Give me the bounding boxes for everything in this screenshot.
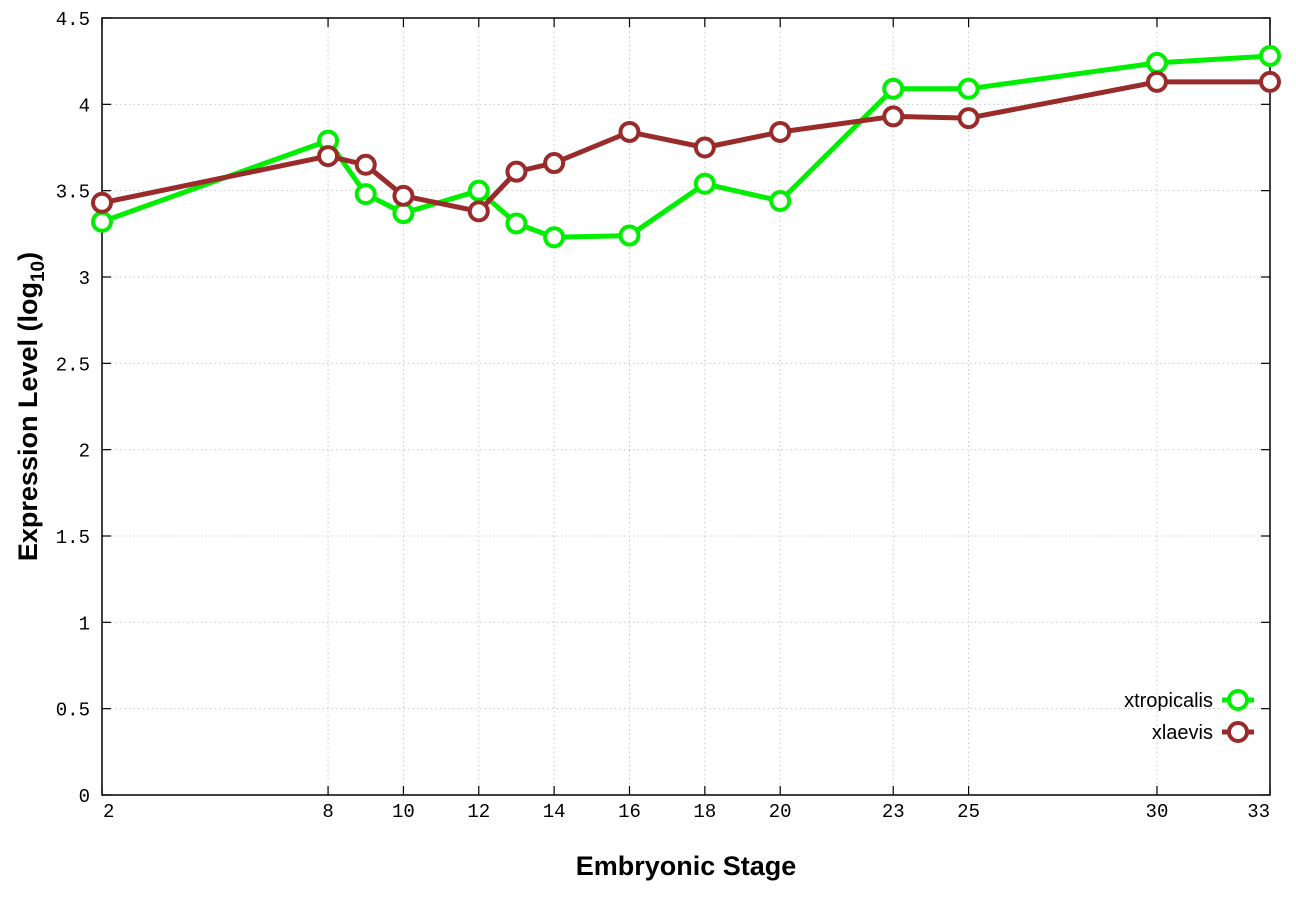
legend-label: xtropicalis	[1124, 690, 1213, 712]
plot-frame	[101, 17, 1271, 796]
x-tick-label: 25	[957, 801, 980, 823]
data-point	[1259, 44, 1281, 67]
axis-ticks: 0 0.5 1 1.5 2 2.5 3 3.5 4 4.5 2 8 10 12 14 16 18 20 23 25 30…	[56, 9, 1271, 823]
y-tick-label: 2.5	[56, 354, 90, 376]
y-axis-title-close: )	[13, 252, 43, 261]
data-point	[882, 105, 905, 128]
legend-entry-xlaevis: xlaevis	[1152, 721, 1254, 744]
y-axis-title-main: Expression Level (log	[13, 282, 43, 561]
series-layer	[91, 44, 1281, 249]
data-point	[505, 212, 528, 235]
x-tick-label: 33	[1247, 801, 1270, 823]
data-point	[618, 224, 641, 247]
data-point	[505, 160, 528, 183]
data-point	[618, 120, 641, 143]
legend: xtropicalis xlaevis	[1124, 689, 1254, 744]
data-point	[317, 145, 340, 168]
data-point	[91, 210, 113, 233]
data-point	[91, 191, 113, 214]
data-point	[467, 200, 490, 223]
data-point	[769, 190, 792, 213]
x-tick-label: 23	[882, 801, 905, 823]
y-tick-label: 3	[79, 268, 90, 290]
y-tick-label: 2	[79, 441, 90, 463]
x-tick-label: 8	[322, 801, 333, 823]
series-line	[101, 53, 1271, 240]
data-point	[354, 183, 377, 206]
data-point	[467, 179, 490, 202]
y-axis-title: Expression Level (log10)	[13, 252, 49, 561]
x-tick-label: 30	[1146, 801, 1169, 823]
y-tick-label: 4	[79, 95, 90, 117]
series-xlaevis	[91, 70, 1281, 223]
data-point	[1145, 51, 1168, 74]
legend-entry-xtropicalis: xtropicalis	[1124, 689, 1254, 712]
series-xtropicalis	[91, 44, 1281, 249]
data-point	[882, 77, 905, 100]
data-point	[354, 153, 377, 176]
data-point	[957, 77, 980, 100]
series-line	[101, 79, 1270, 214]
x-tick-label: 16	[618, 801, 641, 823]
legend-label: xlaevis	[1152, 722, 1213, 744]
legend-marker	[1227, 721, 1249, 743]
x-tick-label: 10	[392, 801, 415, 823]
data-point	[392, 184, 415, 207]
x-tick-label: 12	[467, 801, 490, 823]
data-point	[693, 172, 716, 195]
data-point	[769, 120, 792, 143]
x-tick-label: 20	[769, 801, 792, 823]
legend-marker	[1227, 689, 1249, 711]
y-tick-label: 0.5	[56, 700, 90, 722]
x-tick-label: 18	[693, 801, 716, 823]
data-point	[957, 107, 980, 130]
grid	[102, 18, 1270, 795]
y-tick-label: 0	[79, 786, 90, 808]
data-point	[1145, 70, 1168, 93]
x-tick-label: 14	[543, 801, 566, 823]
y-tick-label: 3.5	[56, 182, 90, 204]
data-point	[543, 152, 566, 175]
x-axis-title: Embryonic Stage	[576, 851, 797, 881]
data-point	[1259, 70, 1281, 93]
x-tick-label: 2	[103, 801, 114, 823]
data-point	[543, 226, 566, 249]
y-tick-label: 4.5	[56, 9, 90, 31]
data-point	[693, 136, 716, 159]
y-tick-label: 1.5	[56, 527, 90, 549]
y-tick-label: 1	[79, 613, 90, 635]
y-axis-title-subscript: 10	[28, 261, 49, 282]
